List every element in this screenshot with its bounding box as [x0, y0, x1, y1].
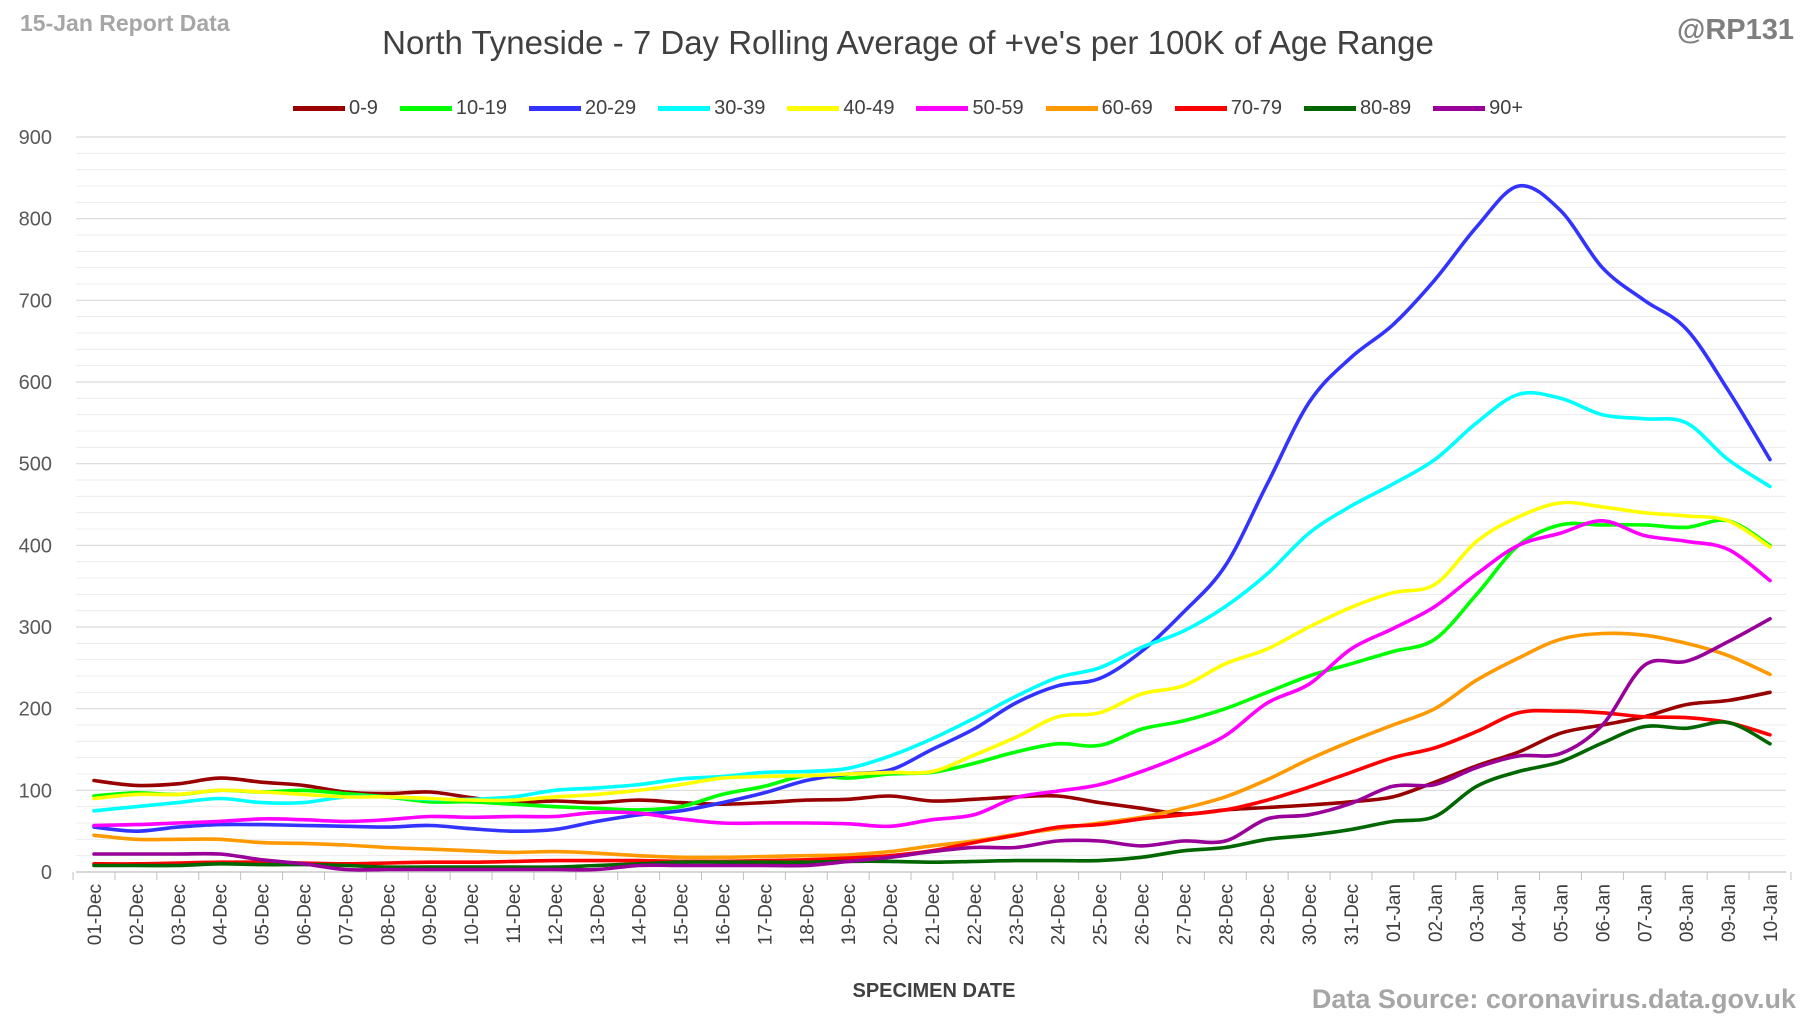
legend-item-40-49: 40-49 [787, 97, 894, 120]
x-tick-label: 07-Dec [336, 884, 357, 945]
x-tick-label: 25-Dec [1091, 884, 1112, 945]
x-tick-label: 24-Dec [1049, 884, 1070, 945]
x-tick-label: 02-Jan [1426, 884, 1447, 942]
x-tick-label: 05-Dec [253, 884, 274, 945]
x-tick-label: 01-Dec [85, 884, 106, 945]
x-tick-label: 04-Dec [211, 884, 232, 945]
legend-label: 30-39 [714, 97, 766, 119]
x-tick-label: 18-Dec [797, 884, 818, 945]
x-tick-label: 11-Dec [504, 884, 525, 944]
legend-item-20-29: 20-29 [529, 97, 636, 120]
x-tick-label: 30-Dec [1300, 884, 1321, 945]
x-tick-label: 19-Dec [839, 884, 860, 945]
x-tick-label: 27-Dec [1174, 884, 1195, 945]
x-tick-label: 26-Dec [1133, 884, 1154, 945]
x-tick-label: 16-Dec [714, 884, 735, 945]
legend-item-60-69: 60-69 [1045, 97, 1153, 120]
legend-label: 0-9 [348, 97, 378, 119]
x-tick-label: 06-Jan [1593, 884, 1614, 942]
legend-item-90+: 90+ [1433, 97, 1523, 120]
series-line-20-29 [92, 183, 1772, 834]
x-tick-label: 09-Dec [420, 884, 441, 945]
legend-item-30-39: 30-39 [658, 97, 765, 120]
x-tick-label: 04-Jan [1510, 884, 1531, 942]
series-line-60-69 [92, 631, 1772, 860]
legend-label: 40-49 [843, 97, 895, 119]
series-line-10-19 [92, 518, 1772, 812]
series-line-70-79 [92, 708, 1772, 866]
x-tick-label: 01-Jan [1384, 884, 1405, 942]
x-tick-label: 14-Dec [630, 884, 651, 945]
x-tick-label: 10-Jan [1761, 884, 1782, 942]
legend-label: 80-89 [1359, 97, 1412, 119]
legend-swatch [916, 106, 969, 111]
y-tick-label: 600 [19, 372, 52, 394]
x-tick-label: 31-Dec [1342, 884, 1363, 945]
legend-swatch [1045, 106, 1098, 111]
y-tick-label: 0 [41, 862, 52, 884]
x-tick-label: 23-Dec [1007, 884, 1028, 945]
legend-swatch [399, 106, 452, 111]
x-tick-label: 22-Dec [965, 884, 986, 945]
legend-swatch [787, 106, 840, 111]
x-tick-label: 09-Jan [1719, 884, 1740, 942]
x-tick-label: 10-Dec [462, 884, 483, 945]
legend-label: 60-69 [1101, 97, 1153, 119]
x-axis-label: SPECIMEN DATE [852, 980, 1016, 1002]
report-date-label: 15-Jan Report Data [20, 10, 230, 36]
x-tick-label: 03-Jan [1468, 884, 1489, 942]
y-tick-label: 900 [19, 127, 52, 149]
x-tick-label: 12-Dec [546, 884, 567, 945]
series-line-90+ [92, 617, 1772, 872]
y-tick-label: 700 [19, 290, 52, 312]
x-tick-label: 08-Dec [378, 884, 399, 945]
y-tick-label: 800 [19, 209, 52, 231]
x-tick-label: 08-Jan [1677, 884, 1698, 942]
legend-label: 50-59 [972, 97, 1024, 119]
x-tick-label: 29-Dec [1258, 884, 1279, 945]
x-tick-label: 05-Jan [1552, 884, 1573, 942]
legend-item-0-9: 0-9 [292, 97, 378, 120]
y-tick-label: 400 [19, 535, 52, 557]
y-tick-label: 300 [19, 617, 52, 639]
author-handle: @RP131 [1677, 14, 1794, 46]
legend-label: 70-79 [1230, 97, 1282, 119]
chart-title: North Tyneside - 7 Day Rolling Average o… [382, 24, 1434, 61]
x-tick-label: 03-Dec [169, 884, 190, 945]
x-tick-label: 21-Dec [923, 884, 944, 945]
x-tick-label: 17-Dec [755, 884, 776, 945]
legend-swatch [1303, 106, 1356, 111]
series-line-50-59 [92, 518, 1772, 829]
legend-item-50-59: 50-59 [916, 97, 1024, 120]
x-tick-label: 28-Dec [1216, 884, 1237, 945]
legend-swatch [1174, 106, 1227, 111]
legend-swatch [658, 106, 711, 111]
x-tick-label: 06-Dec [295, 884, 316, 945]
x-tick-label: 13-Dec [588, 884, 609, 945]
legend-label: 20-29 [585, 97, 637, 119]
x-tick-label: 20-Dec [881, 884, 902, 945]
data-source-note: Data Source: coronavirus.data.gov.uk [1311, 984, 1796, 1014]
y-tick-label: 100 [19, 780, 52, 802]
y-tick-label: 500 [19, 454, 52, 476]
legend-label: 10-19 [455, 97, 508, 119]
series-line-80-89 [92, 720, 1772, 870]
legend-swatch [1433, 106, 1486, 111]
x-tick-label: 15-Dec [672, 884, 693, 945]
series-line-40-49 [92, 500, 1772, 803]
x-tick-label: 07-Jan [1635, 884, 1656, 942]
legend-item-70-79: 70-79 [1174, 97, 1282, 120]
legend-item-80-89: 80-89 [1303, 97, 1412, 120]
y-tick-label: 200 [19, 699, 52, 721]
legend-label: 90+ [1489, 97, 1524, 119]
legend-swatch [529, 106, 582, 111]
legend-item-10-19: 10-19 [399, 97, 508, 120]
chart-legend: 0-9 10-19 20-29 30-39 40-49 50-59 60-69 70-79 80… [0, 97, 1816, 120]
legend-swatch [292, 106, 345, 111]
x-tick-label: 02-Dec [127, 884, 148, 945]
